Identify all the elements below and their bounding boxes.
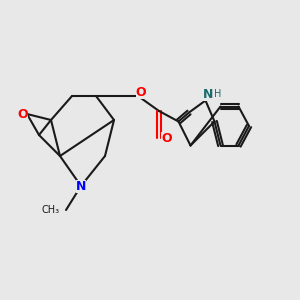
Text: N: N: [203, 88, 214, 101]
Text: O: O: [136, 86, 146, 100]
Text: N: N: [76, 179, 86, 193]
Text: H: H: [214, 89, 221, 100]
Text: O: O: [161, 131, 172, 145]
Text: O: O: [17, 107, 28, 121]
Text: CH₃: CH₃: [42, 205, 60, 215]
